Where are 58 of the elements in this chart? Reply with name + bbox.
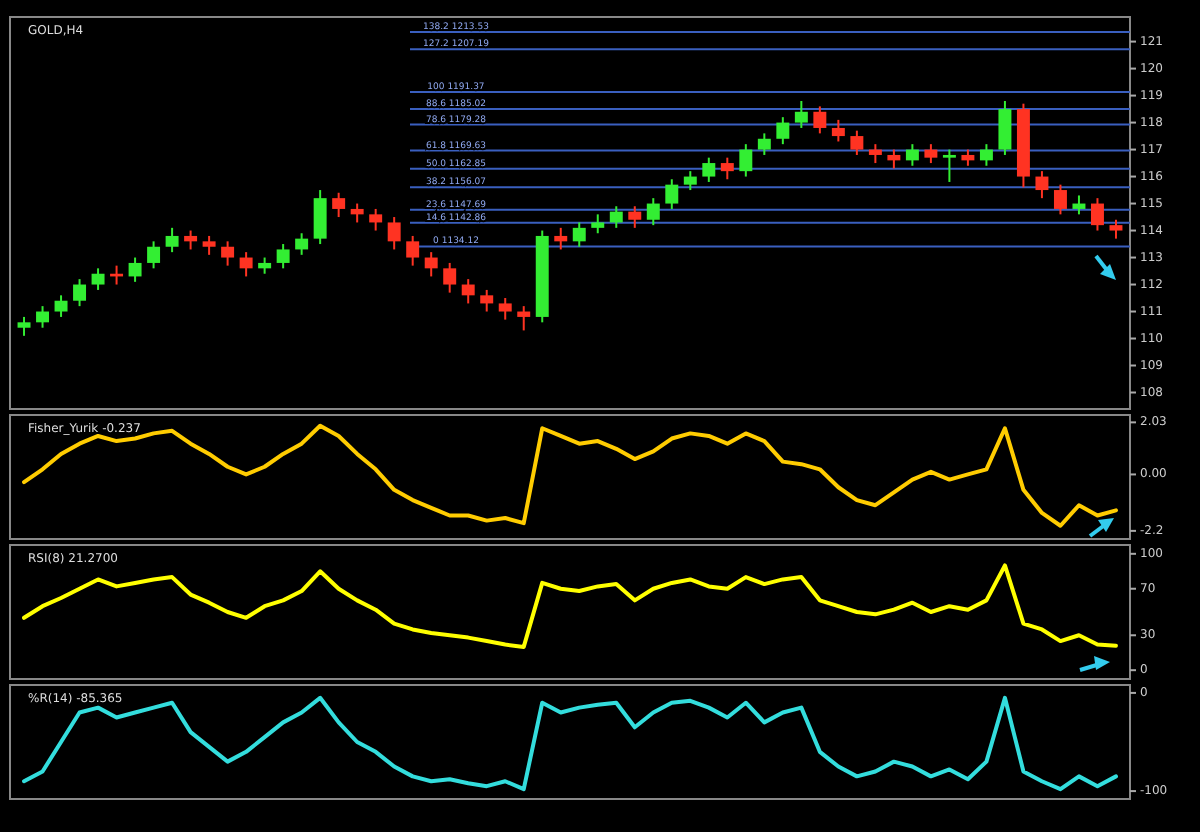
candlestick	[184, 229, 198, 251]
candlestick	[831, 118, 845, 143]
candlestick	[572, 221, 586, 248]
line-series	[22, 695, 1118, 792]
candlestick	[461, 278, 475, 305]
candlestick	[868, 143, 882, 165]
candlestick	[276, 243, 290, 270]
candlestick	[369, 207, 383, 232]
candlestick	[332, 191, 346, 219]
candlestick	[128, 256, 142, 283]
candlestick	[1053, 183, 1067, 216]
candlestick	[591, 213, 605, 235]
candlestick	[350, 202, 364, 224]
candlestick	[480, 288, 494, 313]
candlestick	[443, 261, 457, 294]
candlestick	[757, 132, 771, 156]
candlestick	[73, 278, 87, 308]
candlestick	[924, 143, 938, 165]
candlestick	[387, 216, 401, 251]
candlestick	[54, 294, 68, 318]
candlestick	[36, 305, 50, 329]
candlestick	[498, 297, 512, 321]
candlestick	[202, 234, 216, 256]
candlestick	[776, 116, 790, 146]
line-series	[22, 423, 1118, 528]
candlestick	[665, 178, 679, 210]
candlestick	[165, 226, 179, 254]
candlestick	[406, 234, 420, 267]
candlestick	[554, 226, 568, 251]
candlestick	[1072, 194, 1086, 216]
candlestick	[905, 143, 919, 167]
candlestick	[1090, 197, 1104, 232]
candlestick	[628, 205, 642, 229]
candlestick	[942, 148, 956, 183]
candlestick	[998, 99, 1012, 156]
candlestick	[887, 148, 901, 170]
candlestick	[683, 170, 697, 192]
candlestick	[702, 156, 716, 183]
candlestick	[147, 240, 161, 270]
candlestick	[295, 232, 309, 256]
candlestick	[517, 305, 531, 332]
candlestick	[1035, 170, 1049, 200]
candlestick	[17, 315, 31, 337]
candlestick	[313, 189, 327, 246]
candlestick	[794, 99, 808, 129]
candlestick	[813, 105, 827, 135]
candlestick	[720, 156, 734, 181]
candlestick	[1109, 218, 1123, 240]
candlestick	[739, 143, 753, 178]
candlestick	[91, 267, 105, 291]
candlestick	[646, 197, 660, 227]
candlestick	[424, 251, 438, 278]
candlestick	[239, 251, 253, 278]
candlestick	[979, 143, 993, 167]
candlestick	[221, 240, 235, 267]
line-series	[22, 563, 1118, 649]
candlestick	[850, 129, 864, 156]
candlestick	[609, 205, 623, 229]
